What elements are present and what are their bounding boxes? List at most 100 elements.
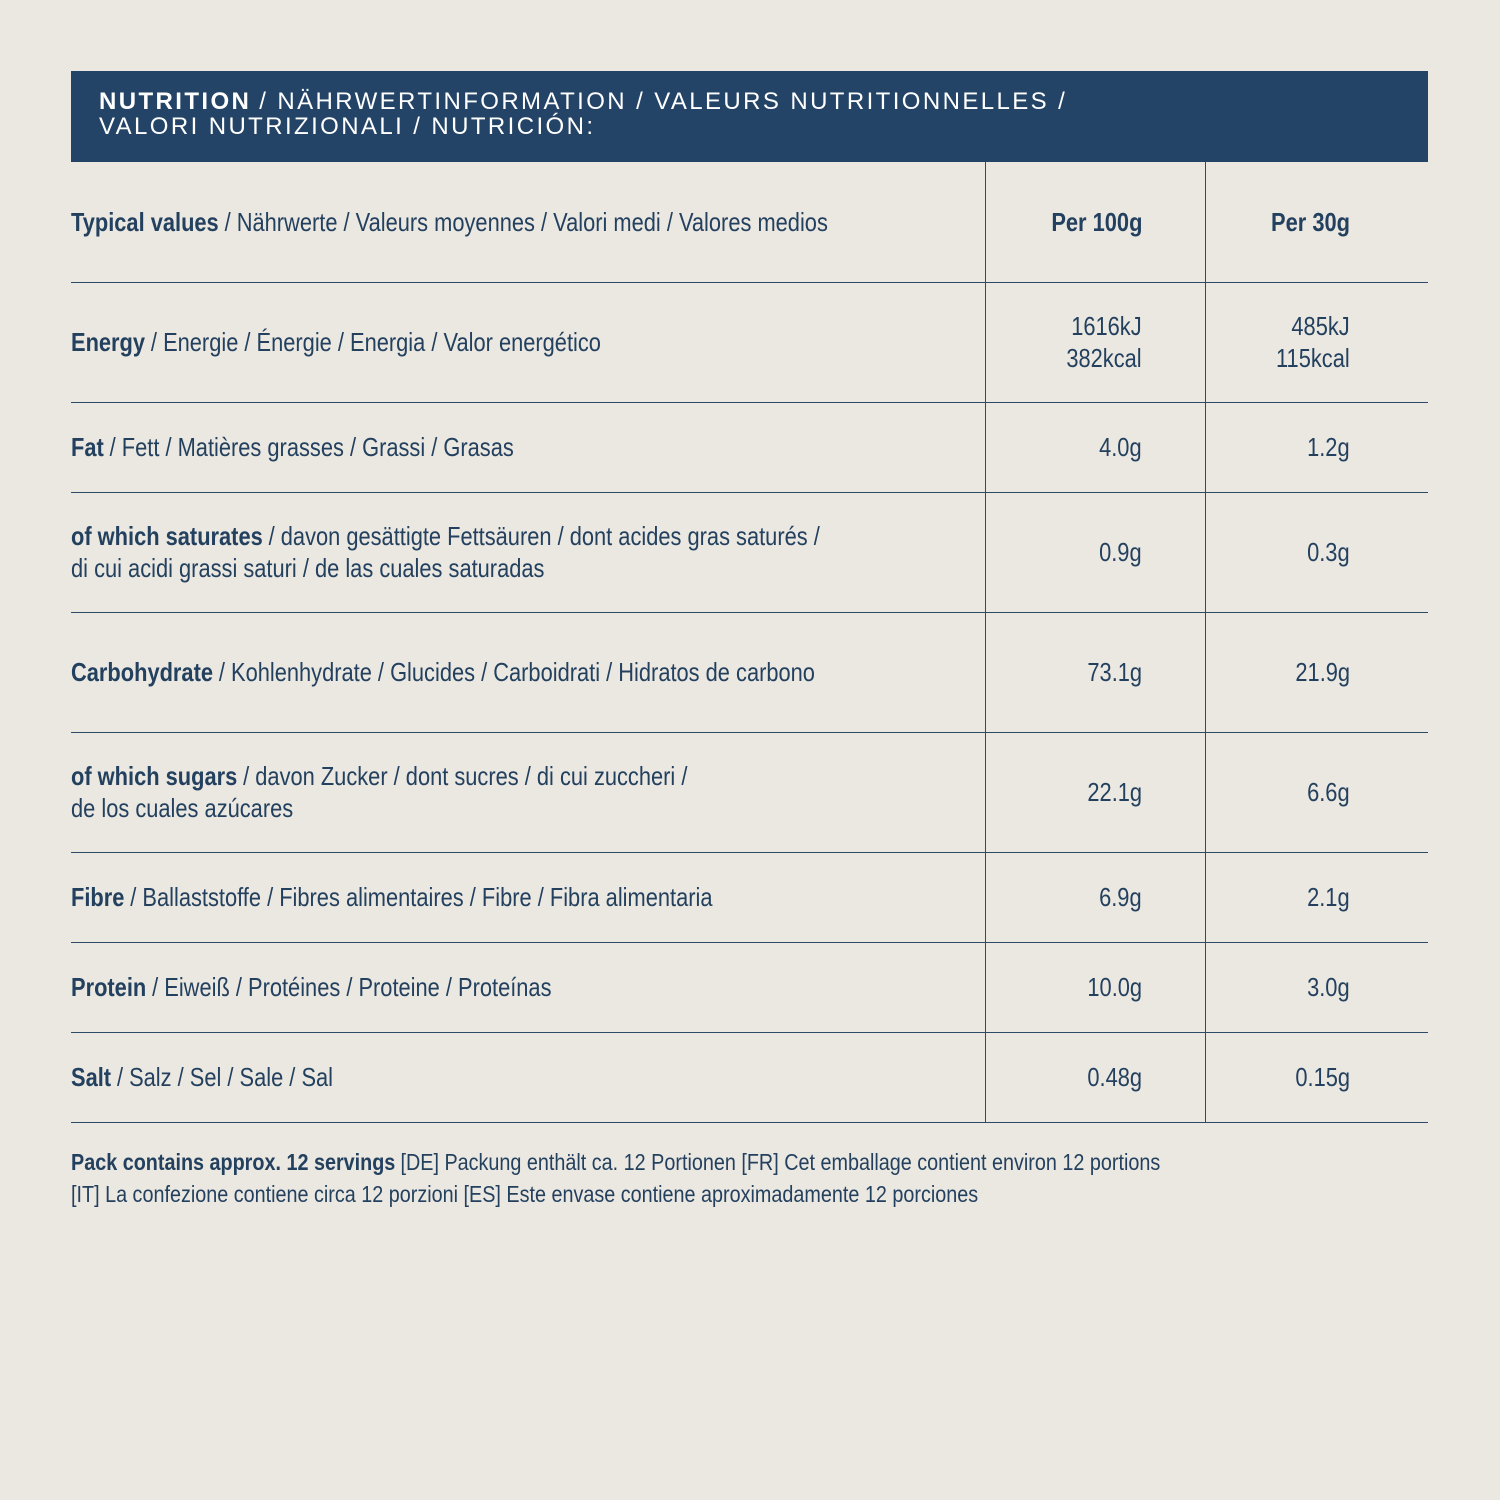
label-text: / Kohlenhydrate / Glucides / Carboidrati… xyxy=(218,657,815,687)
row-label: Protein / Eiweiß / Protéines / Proteine /… xyxy=(71,942,552,1032)
header-line: VALORI NUTRIZIONALI / NUTRICIÓN: xyxy=(99,113,596,140)
label-line: Fat / Fett / Matières grasses / Grassi / … xyxy=(71,431,514,463)
row-divider xyxy=(71,1032,1428,1033)
label-bold: Typical values xyxy=(71,207,219,237)
label-bold: Carbohydrate xyxy=(71,657,213,687)
row-divider xyxy=(71,612,1428,613)
value: 6.9g xyxy=(1099,882,1142,912)
row-label: Fibre / Ballaststoffe / Fibres alimentair… xyxy=(71,852,713,942)
row-label: Typical values / Nährwerte / Valeurs moye… xyxy=(71,162,828,282)
row-label: of which sugars / davon Zucker / dont suc… xyxy=(71,732,687,852)
row-divider xyxy=(71,852,1428,853)
value-cell: 21.9g xyxy=(1295,612,1350,732)
label-text: / Energie / Énergie / Energia / Valor en… xyxy=(150,327,601,357)
value-cell: 10.0g xyxy=(1087,942,1142,1032)
row-label: Fat / Fett / Matières grasses / Grassi / … xyxy=(71,402,514,492)
label-text: / Fett / Matières grasses / Grassi / Gra… xyxy=(109,432,514,462)
header-title-bold: NUTRITION xyxy=(99,88,252,115)
label-text: / davon Zucker / dont sucres / di cui zu… xyxy=(243,761,688,791)
header-line: NUTRITION / NÄHRWERTINFORMATION / VALEURS… xyxy=(99,89,1428,114)
value-cell: 4.0g xyxy=(1099,402,1142,492)
label-line: Protein / Eiweiß / Protéines / Proteine /… xyxy=(71,971,552,1003)
footer-bold: Pack contains approx. 12 servings xyxy=(71,1149,396,1175)
row-label: Salt / Salz / Sel / Sale / Sal xyxy=(71,1032,333,1122)
value-cell: 0.9g xyxy=(1099,492,1142,612)
value-cell: 1616kJ 382kcal xyxy=(1067,282,1142,402)
label-line: of which sugars / davon Zucker / dont suc… xyxy=(71,760,687,792)
label-text: / Eiweiß / Protéines / Proteine / Proteí… xyxy=(152,972,552,1002)
value-cell: 485kJ 115kcal xyxy=(1276,282,1350,402)
value: 485kJ xyxy=(1291,311,1350,341)
value: 115kcal xyxy=(1276,343,1350,373)
value-cell: 0.3g xyxy=(1307,492,1350,612)
value-cell: 22.1g xyxy=(1087,732,1142,852)
label-line: de los cuales azúcares xyxy=(71,792,687,824)
row-label: Carbohydrate / Kohlenhydrate / Glucides /… xyxy=(71,612,815,732)
value-cell: 2.1g xyxy=(1307,852,1350,942)
value-cell: 6.9g xyxy=(1099,852,1142,942)
value: 6.6g xyxy=(1307,777,1350,807)
label-line: Salt / Salz / Sel / Sale / Sal xyxy=(71,1061,333,1093)
label-line: of which saturates / davon gesättigte Fet… xyxy=(71,520,820,552)
header-title: / NÄHRWERTINFORMATION / VALEURS NUTRITIO… xyxy=(259,88,1068,115)
label-bold: Fat xyxy=(71,432,104,462)
row-label: Energy / Energie / Énergie / Energia / Va… xyxy=(71,282,601,402)
value: 0.48g xyxy=(1087,1062,1142,1092)
row-divider xyxy=(71,942,1428,943)
value: 1.2g xyxy=(1307,432,1350,462)
row-divider xyxy=(71,402,1428,403)
row-divider xyxy=(71,732,1428,733)
value: 382kcal xyxy=(1066,343,1142,373)
value: 21.9g xyxy=(1295,657,1350,687)
value: 1616kJ xyxy=(1071,311,1142,341)
label-text: / davon gesättigte Fettsäuren / dont aci… xyxy=(268,521,820,551)
value-cell: 3.0g xyxy=(1307,942,1350,1032)
label-line: Energy / Energie / Énergie / Energia / Va… xyxy=(71,326,601,358)
value: 0.3g xyxy=(1307,537,1350,567)
footer-line: Pack contains approx. 12 servings [DE] Pa… xyxy=(71,1146,1160,1178)
row-divider xyxy=(71,282,1428,283)
value: 4.0g xyxy=(1099,432,1142,462)
value-cell: Per 100g xyxy=(1051,162,1142,282)
value: 3.0g xyxy=(1307,972,1350,1002)
footer-note: Pack contains approx. 12 servings [DE] Pa… xyxy=(71,1146,1160,1210)
label-bold: of which saturates xyxy=(71,521,263,551)
label-line: di cui acidi grassi saturi / de las cual… xyxy=(71,552,820,584)
label-text: di cui acidi grassi saturi / de las cual… xyxy=(71,553,545,583)
value: 73.1g xyxy=(1087,657,1142,687)
label-bold: of which sugars xyxy=(71,761,238,791)
label-text: / Nährwerte / Valeurs moyennes / Valori … xyxy=(224,207,828,237)
value: 0.15g xyxy=(1295,1062,1350,1092)
header-banner: NUTRITION / NÄHRWERTINFORMATION / VALEURS… xyxy=(71,71,1428,162)
label-bold: Fibre xyxy=(71,882,125,912)
row-divider xyxy=(71,1122,1428,1123)
column-header: Per 100g xyxy=(1050,207,1142,237)
value-cell: 6.6g xyxy=(1307,732,1350,852)
value-cell: 0.48g xyxy=(1087,1032,1142,1122)
label-line: Typical values / Nährwerte / Valeurs moye… xyxy=(71,206,828,238)
value-cell: 0.15g xyxy=(1295,1032,1350,1122)
label-line: Carbohydrate / Kohlenhydrate / Glucides /… xyxy=(71,656,815,688)
value: 22.1g xyxy=(1087,777,1142,807)
footer-line: [IT] La confezione contiene circa 12 por… xyxy=(71,1181,979,1207)
row-divider xyxy=(71,492,1428,493)
label-bold: Salt xyxy=(71,1062,112,1092)
column-divider xyxy=(1205,162,1206,1122)
value-cell: 73.1g xyxy=(1087,612,1142,732)
label-bold: Energy xyxy=(71,327,146,357)
footer-text: [DE] Packung enthält ca. 12 Portionen [F… xyxy=(400,1149,1161,1175)
label-text: de los cuales azúcares xyxy=(71,793,294,823)
value: 0.9g xyxy=(1099,537,1142,567)
label-text: / Ballaststoffe / Fibres alimentaires / … xyxy=(130,882,713,912)
column-header: Per 30g xyxy=(1271,207,1350,237)
value-cell: 1.2g xyxy=(1307,402,1350,492)
label-line: Fibre / Ballaststoffe / Fibres alimentair… xyxy=(71,881,713,913)
label-bold: Protein xyxy=(71,972,147,1002)
row-label: of which saturates / davon gesättigte Fet… xyxy=(71,492,820,612)
column-divider xyxy=(985,162,986,1122)
label-text: / Salz / Sel / Sale / Sal xyxy=(116,1062,334,1092)
value-cell: Per 30g xyxy=(1271,162,1350,282)
value: 2.1g xyxy=(1307,882,1350,912)
